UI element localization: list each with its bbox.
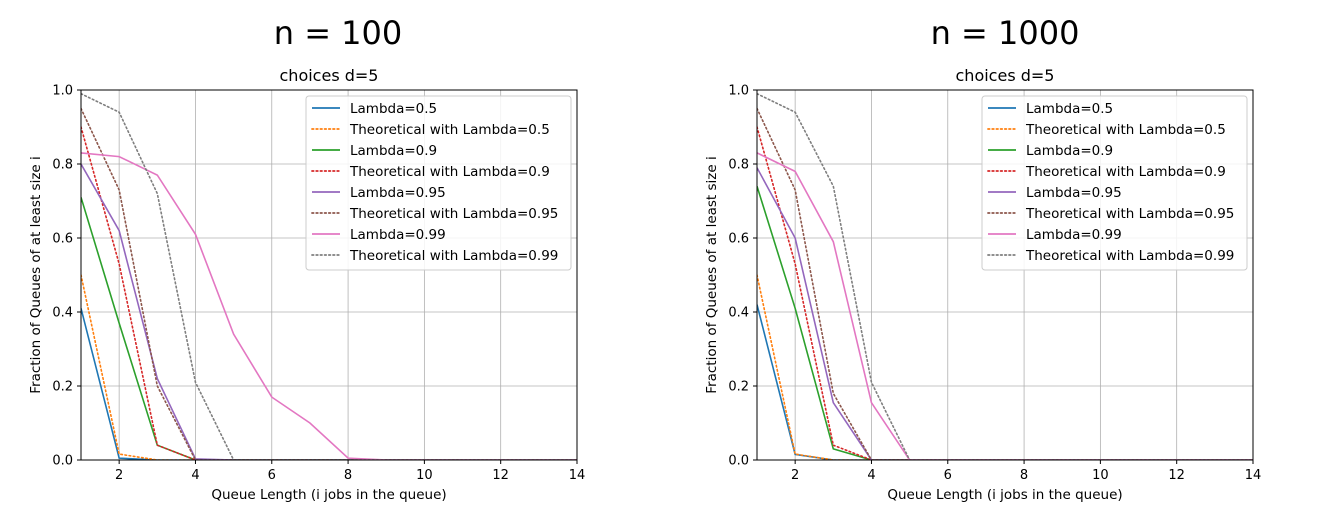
axes-frame xyxy=(80,89,578,461)
legend: Lambda=0.5 Theoretical with Lambda=0.5 Lam… xyxy=(305,95,572,271)
y-axis-label: Fraction of Queues of at least size i xyxy=(28,156,44,393)
series-line-2 xyxy=(757,185,1253,460)
series-line-4 xyxy=(757,167,1253,460)
y-tick-label: 0.6 xyxy=(728,232,749,247)
x-tick-label: 8 xyxy=(344,468,352,483)
legend-label: Lambda=0.95 xyxy=(1026,185,1122,201)
x-tick-label: 2 xyxy=(115,468,123,483)
legend-label: Theoretical with Lambda=0.9 xyxy=(349,164,550,180)
legend-label: Theoretical with Lambda=0.95 xyxy=(1025,206,1234,222)
legend-label: Lambda=0.5 xyxy=(1026,101,1113,117)
y-tick-label: 0.8 xyxy=(52,158,73,173)
legend-label: Theoretical with Lambda=0.5 xyxy=(349,122,550,138)
y-tick-label: 0.0 xyxy=(52,454,73,469)
chart-title: choices d=5 xyxy=(280,66,379,85)
x-tick-label: 4 xyxy=(867,468,875,483)
series-line-1 xyxy=(757,274,1253,460)
x-tick-label: 12 xyxy=(492,468,509,483)
y-tick-label: 0.6 xyxy=(52,232,73,247)
series-line-7 xyxy=(81,92,577,460)
chart-right: 2 4 6 8 10 12 14 0.0 0.2 0.4 0.6 0.8 1.0 choices d=5 Q… xyxy=(704,66,1261,503)
chart-left: 2 4 6 8 10 12 14 0.0 0.2 0.4 0.6 0.8 1.0 choices d=5 Q… xyxy=(28,66,585,503)
legend-label: Theoretical with Lambda=0.95 xyxy=(349,206,558,222)
x-tick-label: 8 xyxy=(1020,468,1028,483)
x-tick-label: 10 xyxy=(416,468,433,483)
x-tick-label: 12 xyxy=(1168,468,1185,483)
series-line-6 xyxy=(757,152,1253,460)
series-line-1 xyxy=(81,274,577,460)
series-line-2 xyxy=(81,197,577,460)
x-tick-label: 10 xyxy=(1092,468,1109,483)
y-tick-label: 0.0 xyxy=(728,454,749,469)
y-tick-label: 0.8 xyxy=(728,158,749,173)
legend-label: Lambda=0.5 xyxy=(350,101,437,117)
legend-box xyxy=(981,95,1248,271)
y-tick-label: 0.4 xyxy=(728,306,749,321)
series-line-7 xyxy=(757,92,1253,460)
panel-heading-left: n = 100 xyxy=(273,14,403,52)
legend-label: Lambda=0.9 xyxy=(1026,143,1113,159)
x-tick-label: 2 xyxy=(791,468,799,483)
x-tick-label: 4 xyxy=(191,468,199,483)
legend-label: Theoretical with Lambda=0.9 xyxy=(1025,164,1226,180)
legend: Lambda=0.5 Theoretical with Lambda=0.5 Lam… xyxy=(981,95,1248,271)
y-tick-label: 1.0 xyxy=(52,84,73,99)
series-line-4 xyxy=(81,163,577,460)
y-tick-label: 1.0 xyxy=(728,84,749,99)
axes-frame xyxy=(756,89,1254,461)
legend-label: Lambda=0.99 xyxy=(350,227,446,243)
legend-box xyxy=(305,95,572,271)
y-tick-label: 0.2 xyxy=(728,380,749,395)
x-axis-label: Queue Length (i jobs in the queue) xyxy=(887,487,1122,503)
chart-title: choices d=5 xyxy=(956,66,1055,85)
y-tick-label: 0.2 xyxy=(52,380,73,395)
x-tick-label: 6 xyxy=(268,468,276,483)
legend-label: Theoretical with Lambda=0.99 xyxy=(349,248,558,264)
legend-label: Theoretical with Lambda=0.5 xyxy=(1025,122,1226,138)
y-tick-label: 0.4 xyxy=(52,306,73,321)
legend-label: Lambda=0.9 xyxy=(350,143,437,159)
legend-label: Lambda=0.95 xyxy=(350,185,446,201)
legend-label: Theoretical with Lambda=0.99 xyxy=(1025,248,1234,264)
x-tick-label: 6 xyxy=(944,468,952,483)
panel-heading-right: n = 1000 xyxy=(930,14,1080,52)
y-axis-label: Fraction of Queues of at least size i xyxy=(704,156,720,393)
series-line-6 xyxy=(81,152,577,460)
series-line-5 xyxy=(81,107,577,460)
x-axis-label: Queue Length (i jobs in the queue) xyxy=(211,487,446,503)
legend-label: Lambda=0.99 xyxy=(1026,227,1122,243)
x-tick-label: 14 xyxy=(569,468,586,483)
x-tick-label: 14 xyxy=(1245,468,1262,483)
